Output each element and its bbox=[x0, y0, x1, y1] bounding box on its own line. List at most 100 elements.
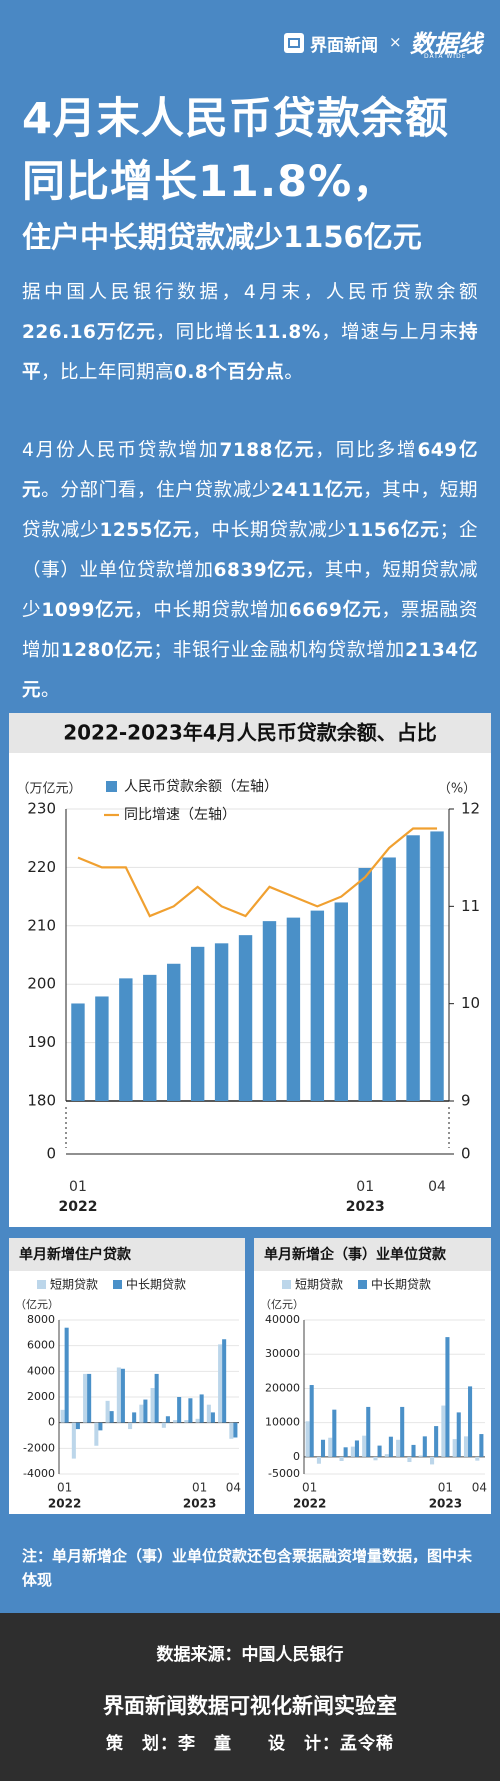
bold-text: 6669亿元 bbox=[288, 600, 382, 621]
bar bbox=[87, 1373, 92, 1423]
year-label: 2022 bbox=[48, 1497, 81, 1511]
y2-tick-label: 12 bbox=[461, 800, 480, 818]
bar bbox=[238, 935, 253, 1101]
legend-label: 人民币贷款余额（左轴） bbox=[124, 778, 278, 795]
bold-text: 2134亿元 bbox=[22, 640, 478, 701]
bar bbox=[328, 1437, 333, 1457]
legend-swatch bbox=[113, 1280, 122, 1289]
bar bbox=[316, 1456, 321, 1464]
bar bbox=[143, 974, 157, 1101]
y2-tick-label: 0 bbox=[461, 1145, 471, 1163]
bar bbox=[366, 1406, 371, 1457]
text: ，其中，短期贷款减少 bbox=[22, 560, 478, 621]
note: 注：单月新增企（事）业单位贷款还包含票据融资增量数据，图中未体现 bbox=[22, 1547, 473, 1589]
bold-text: 1255亿元 bbox=[99, 520, 193, 541]
text: ；非银行业金融机构贷款增加 bbox=[153, 640, 406, 661]
bar bbox=[305, 1421, 310, 1457]
bar bbox=[475, 1456, 480, 1461]
chart-title: 2022-2023年4月人民币贷款余额、占比 bbox=[63, 721, 437, 745]
bar bbox=[206, 1404, 211, 1423]
y-tick-label: 10000 bbox=[265, 1416, 300, 1429]
x-tick-label: 01 bbox=[438, 1481, 453, 1495]
bold-text: 1099亿元 bbox=[41, 600, 134, 621]
bar bbox=[362, 1435, 367, 1457]
bar bbox=[406, 835, 420, 1101]
bar bbox=[479, 1434, 484, 1457]
bar bbox=[71, 1003, 85, 1101]
y-tick-label: 2000 bbox=[27, 1390, 55, 1403]
text: ，同比增长 bbox=[155, 322, 255, 343]
bar bbox=[430, 1456, 435, 1465]
bar bbox=[334, 902, 348, 1101]
bar bbox=[452, 1439, 457, 1457]
y-unit: （亿元） bbox=[260, 1298, 304, 1311]
y-tick-label: -4000 bbox=[23, 1467, 55, 1480]
growth-line bbox=[77, 827, 438, 918]
title-bar bbox=[254, 1238, 491, 1271]
bar bbox=[98, 1422, 103, 1431]
y-tick-label: 8000 bbox=[27, 1313, 55, 1326]
bar bbox=[83, 1373, 88, 1423]
text: 据中国人民银行数据，4月末，人民币贷款余额 bbox=[22, 282, 478, 303]
bar bbox=[233, 1422, 238, 1438]
y-tick-label: 190 bbox=[27, 1033, 56, 1051]
title-bar bbox=[9, 1238, 245, 1271]
bar bbox=[177, 1397, 182, 1423]
bar bbox=[309, 1385, 314, 1457]
text: 4月份人民币贷款增加 bbox=[22, 440, 220, 461]
y-tick-label: -5000 bbox=[268, 1467, 300, 1480]
bar bbox=[377, 1445, 382, 1457]
legend-label: 中长期贷款 bbox=[371, 1277, 431, 1292]
chart-title: 单月新增企（事）业单位贷款 bbox=[264, 1246, 447, 1263]
bar bbox=[350, 1446, 355, 1457]
bar bbox=[358, 867, 372, 1101]
text: 。 bbox=[284, 362, 304, 383]
bold-text: 1280亿元 bbox=[60, 640, 154, 661]
year-label: 2023 bbox=[429, 1497, 462, 1511]
bar bbox=[64, 1327, 69, 1423]
bar bbox=[229, 1422, 234, 1439]
y-tick-label: 40000 bbox=[265, 1313, 300, 1326]
y-unit: （亿元） bbox=[15, 1298, 59, 1311]
bar bbox=[354, 1440, 359, 1457]
text: 。 bbox=[41, 680, 61, 701]
y-tick-label: 4000 bbox=[27, 1364, 55, 1377]
legend-swatch bbox=[282, 1280, 291, 1289]
bar bbox=[165, 1416, 170, 1423]
bar bbox=[199, 1394, 204, 1423]
title-line: 同比增长11.8%， bbox=[22, 157, 397, 207]
year-label: 2022 bbox=[58, 1199, 97, 1215]
bar bbox=[382, 857, 396, 1101]
legend-swatch bbox=[358, 1280, 367, 1289]
bar bbox=[407, 1456, 412, 1463]
bold-text: 6839亿元 bbox=[213, 560, 306, 581]
bold-text: 226.16万亿元 bbox=[22, 322, 156, 343]
text: ；企（事）业单位贷款增加 bbox=[22, 520, 478, 581]
y-tick-label: 210 bbox=[27, 916, 56, 934]
bar bbox=[456, 1412, 461, 1457]
source: 数据来源：中国人民银行 bbox=[156, 1645, 344, 1665]
bar bbox=[60, 1409, 65, 1423]
bar bbox=[128, 1422, 133, 1430]
bold-text: 7188亿元 bbox=[219, 440, 316, 461]
y-tick-label: 0 bbox=[48, 1416, 55, 1429]
bar bbox=[222, 1339, 227, 1423]
bar bbox=[71, 1422, 76, 1459]
y-tick-label: 220 bbox=[27, 858, 56, 876]
household-chart: 单月新增住户贷款 （亿元） -4000 -2000 0 2000 4000 6000 8000 短… bbox=[9, 1238, 245, 1514]
legend-label: 短期贷款 bbox=[295, 1278, 343, 1292]
legend-swatch bbox=[106, 781, 117, 792]
brand: 界面新闻 bbox=[310, 36, 378, 56]
bar bbox=[173, 1420, 178, 1423]
text: ，中长期贷款增加 bbox=[133, 600, 289, 621]
bar bbox=[411, 1444, 416, 1457]
bold-text: 649亿元 bbox=[22, 440, 478, 501]
bar bbox=[286, 917, 301, 1101]
bar bbox=[195, 1418, 200, 1423]
brand-icon-inner bbox=[288, 38, 300, 48]
y-tick-label: 0 bbox=[46, 1145, 56, 1163]
bar bbox=[95, 996, 109, 1101]
x-tick-label: 01 bbox=[302, 1481, 317, 1495]
title-bar bbox=[9, 713, 491, 753]
y-unit: （万亿元） bbox=[16, 782, 81, 797]
